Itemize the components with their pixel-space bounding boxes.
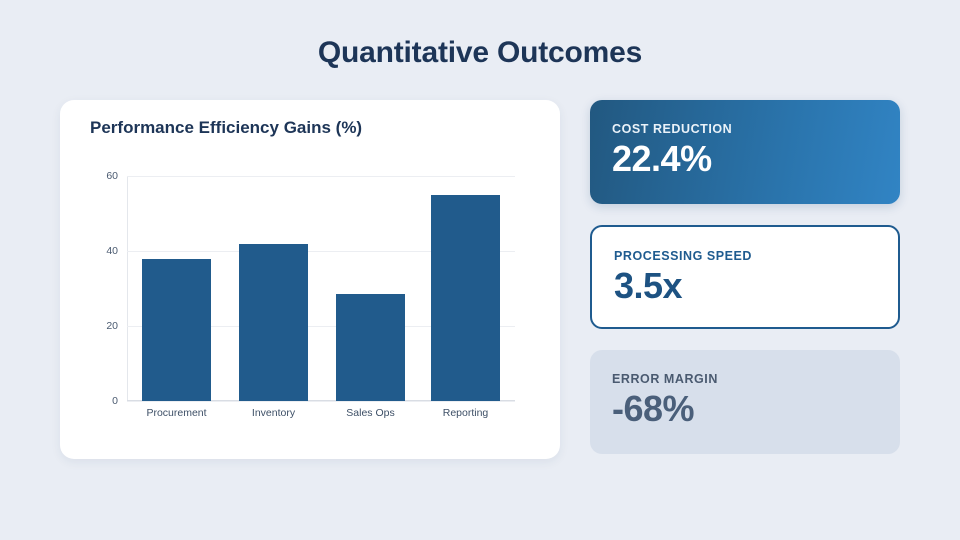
kpi-label-processing-speed: PROCESSING SPEED <box>614 249 752 263</box>
y-tick-label-60: 60 <box>106 170 118 182</box>
chart-title: Performance Efficiency Gains (%) <box>90 118 363 137</box>
bar-reporting[interactable] <box>431 194 500 401</box>
kpi-label-error-margin: ERROR MARGIN <box>612 372 718 386</box>
kpi-value-processing-speed: 3.5x <box>614 265 683 306</box>
bar-sales-ops[interactable] <box>336 294 405 401</box>
bar-chart-plot-area: 60 40 20 0 Procurement Inventory Sales O… <box>106 170 515 419</box>
x-tick-label-sales-ops: Sales Ops <box>346 407 395 419</box>
kpi-card-processing-speed[interactable]: PROCESSING SPEED 3.5x <box>590 225 900 329</box>
bar-group-reporting: Reporting <box>431 176 500 419</box>
gridline-40: 40 <box>106 245 515 257</box>
x-tick-label-inventory: Inventory <box>251 407 296 419</box>
bar-inventory[interactable] <box>239 243 308 401</box>
y-tick-label-0: 0 <box>112 395 118 407</box>
gridline-60: 60 <box>106 170 515 182</box>
bar-procurement[interactable] <box>142 258 211 401</box>
x-tick-label-procurement: Procurement <box>146 407 207 419</box>
y-tick-label-40: 40 <box>106 245 118 257</box>
kpi-label-cost-reduction: COST REDUCTION <box>612 122 733 136</box>
kpi-value-cost-reduction: 22.4% <box>612 138 712 179</box>
bar-group-sales-ops: Sales Ops <box>336 176 405 419</box>
page-title: Quantitative Outcomes <box>317 36 643 69</box>
bar-group-inventory: Inventory <box>239 176 308 419</box>
gridline-20: 20 <box>106 320 515 332</box>
kpi-card-error-margin[interactable]: ERROR MARGIN -68% <box>590 350 900 454</box>
gridline-0: 0 <box>112 395 515 407</box>
kpi-value-error-margin: -68% <box>612 388 695 429</box>
x-axis-line <box>127 400 515 401</box>
chart-card: Performance Efficiency Gains (%) 60 40 2… <box>60 100 560 459</box>
y-axis-line <box>127 176 128 401</box>
kpi-card-cost-reduction[interactable]: COST REDUCTION 22.4% <box>590 100 900 204</box>
x-tick-label-reporting: Reporting <box>442 407 489 419</box>
bar-group-procurement: Procurement <box>142 176 211 419</box>
y-tick-label-20: 20 <box>106 320 118 332</box>
